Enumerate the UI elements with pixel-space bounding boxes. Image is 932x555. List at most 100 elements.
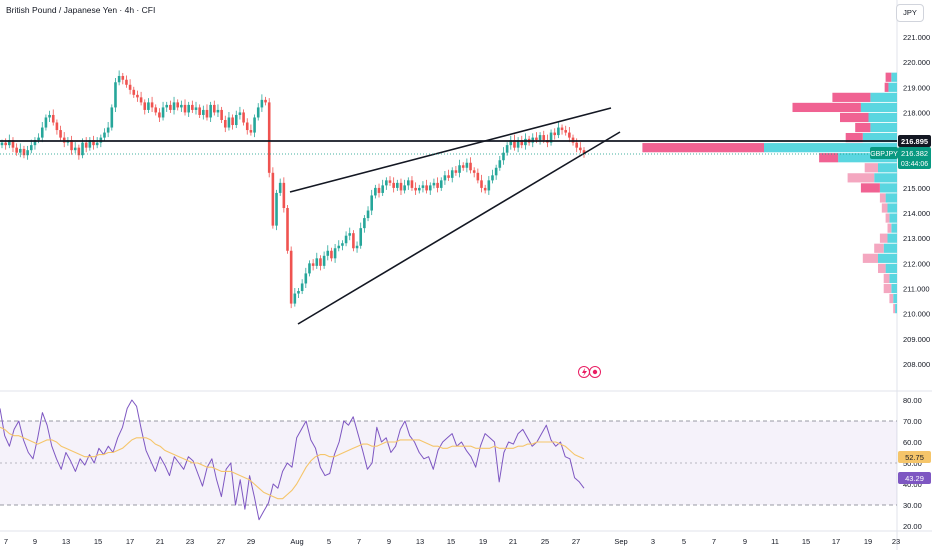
candle-body [44,117,48,128]
rsi-ma-value: 52.75 [905,453,924,462]
wedge-lower-trendline[interactable] [297,131,621,325]
candle-body [278,182,282,193]
candle-body [388,180,392,183]
candle-body [330,250,333,259]
volume-profile-up-bar [885,263,897,273]
volume-profile-down-bar [884,82,889,92]
bar-countdown: 03:44:06 [901,161,928,168]
wedge-upper-trendline[interactable] [289,107,612,193]
candle-body [542,135,546,141]
horizontal-line-tag: 216.895 [898,135,931,147]
volume-profile-down-bar [832,92,871,102]
candle-body [234,114,238,126]
candle-body [202,109,205,115]
time-axis-tick: 13 [416,537,424,546]
currency-button[interactable]: JPY [896,4,924,22]
event-icons[interactable] [578,366,601,378]
candle-body [125,79,128,85]
candle-body [172,102,176,110]
candle-body [180,104,183,108]
time-axis-tick: 7 [712,537,716,546]
candle-body [183,104,187,113]
candle-body [425,185,428,191]
volume-profile-down-bar [864,163,878,173]
candle-body [352,233,355,249]
volume-profile-down-bar [642,143,764,153]
candle-body [139,97,143,103]
candle-body [70,140,73,151]
candle-body [154,107,158,113]
candle-body [26,150,29,156]
candle-body [399,182,403,191]
candle-body [19,148,22,153]
price-axis-tick: 215.000 [903,184,930,193]
volume-profile-up-bar [891,283,897,294]
horizontal-line-price: 216.895 [901,137,928,146]
price-axis-tick: 214.000 [903,209,930,218]
candle-body [516,140,520,148]
candle-body [341,243,344,246]
candle-body [150,102,154,108]
candle-body [300,283,304,292]
candle-body [579,147,582,151]
volume-profile-down-bar [879,233,888,243]
time-axis-tick: 21 [156,537,164,546]
volume-profile-down-bar [855,122,871,133]
volume-profile-down-bar [881,203,888,213]
volume-profile-up-bar [895,304,897,314]
candle-body [37,137,40,141]
candle-body [271,172,275,226]
candle-body [136,94,139,98]
volume-profile-up-bar [862,133,897,143]
candle-body [355,245,359,249]
candle-body [553,132,557,136]
volume-profile-up-bar [878,163,897,173]
candle-body [209,104,212,118]
rsi-ma-line [0,426,585,500]
candle-body [381,185,384,193]
rsi-axis-tick: 60.00 [903,438,922,447]
candle-body [322,255,326,266]
rsi-ma-tag: 52.75 [898,451,931,463]
volume-profile-down-bar [878,263,886,273]
candle-body [227,117,231,128]
candle-body [84,142,88,148]
candle-body [469,162,472,171]
volume-profile-down-bar [893,304,896,314]
candle-body [377,187,381,193]
candle-body [114,82,117,108]
candlestick-series [0,70,586,309]
time-axis-tick: 17 [832,537,840,546]
candle-body [458,165,461,173]
rsi-axis-tick: 30.00 [903,501,922,510]
rsi-value-tag: 43.29 [898,472,931,484]
candle-body [143,102,147,110]
candle-body [282,182,286,209]
volume-profile-up-bar [838,153,897,163]
time-axis-tick: 19 [864,537,872,546]
candle-body [238,112,242,115]
time-axis-tick: 9 [33,537,37,546]
candle-body [333,248,337,259]
price-axis-tick: 208.000 [903,360,930,369]
candle-body [447,175,450,178]
volume-profile-down-bar [819,153,839,163]
rsi-axis-tick: 70.00 [903,417,922,426]
candle-body [385,180,388,186]
time-axis-tick: 19 [479,537,487,546]
volume-profile-down-bar [889,293,894,304]
volume-profile-down-bar [887,223,892,233]
candle-body [55,122,59,131]
rsi-axis-tick: 50.00 [903,459,922,468]
candle-body [454,170,458,173]
time-axis[interactable]: 7 9 13 15 17 21 23 27 29 Aug 5 7 9 13 15 19 21 25 27 Sep 3 5 7… [4,537,900,546]
candle-body [407,180,410,186]
rsi-line [0,399,585,521]
candle-body [308,263,311,274]
volume-profile-up-bar [885,193,897,203]
candle-body [436,182,439,188]
time-axis-tick: 27 [217,537,225,546]
candle-body [161,107,165,118]
